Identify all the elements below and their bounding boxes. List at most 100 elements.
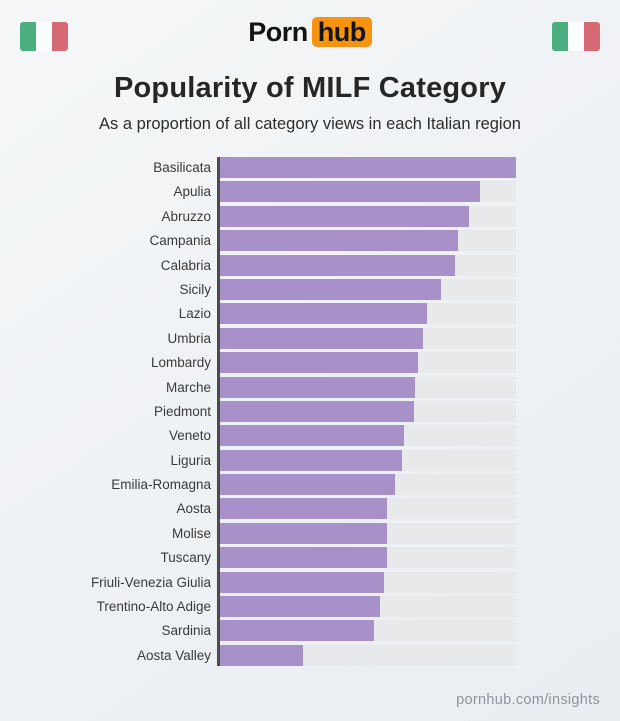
chart-row: Piedmont <box>20 400 516 422</box>
chart-row: Aosta <box>20 498 516 520</box>
bar-track <box>220 620 516 642</box>
bar-label: Veneto <box>168 428 211 444</box>
bar <box>220 278 441 300</box>
chart-row: Lombardy <box>20 352 516 374</box>
bar-label: Basilicata <box>153 160 211 175</box>
page-subtitle: As a proportion of all category views in… <box>99 115 521 133</box>
bar <box>220 474 395 496</box>
bar-track <box>220 449 516 471</box>
chart-row: Calabria <box>20 254 516 276</box>
bar-track <box>220 498 516 520</box>
bar-track <box>220 596 516 618</box>
bar <box>220 303 428 325</box>
bar-label: Trentino-Alto Adige <box>96 599 211 615</box>
chart-row: Molise <box>20 522 516 544</box>
bar <box>220 547 388 569</box>
chart-row: Trentino-Alto Adige <box>20 596 516 618</box>
italy-flag <box>552 22 600 51</box>
bar <box>220 522 388 544</box>
chart-row: Marche <box>20 376 516 398</box>
bar <box>220 571 385 593</box>
bar-label: Umbria <box>167 330 211 346</box>
page-title: Popularity of MILF Category <box>113 72 507 104</box>
chart-row: Abruzzo <box>20 205 516 227</box>
bar-track <box>220 327 516 349</box>
bar <box>220 205 469 227</box>
chart-row: Sicily <box>20 278 516 300</box>
bar-track <box>220 230 516 252</box>
bar <box>220 449 403 471</box>
chart-row: Friuli-Venezia Giulia <box>20 571 516 593</box>
bar-track <box>220 571 516 593</box>
chart-rows: Basilicata Apulia Abruzzo Campania Calabria S… <box>20 157 516 666</box>
flag-white-stripe <box>36 22 52 51</box>
chart-row: Apulia <box>20 181 516 203</box>
bar-track <box>220 400 516 422</box>
bar-label: Aosta Valley <box>136 647 211 663</box>
bar-label: Calabria <box>160 257 211 273</box>
chart-row: Veneto <box>20 425 516 447</box>
bar <box>220 620 374 642</box>
chart-row: Sardinia <box>20 620 516 642</box>
bar-track <box>220 303 516 325</box>
italy-flag <box>20 22 68 51</box>
chart-row: Aosta Valley <box>20 644 516 666</box>
bar-track <box>220 425 516 447</box>
bar-label: Emilia-Romagna <box>111 477 211 493</box>
bar <box>220 644 303 666</box>
bar-track <box>220 547 516 569</box>
bar-label: Abruzzo <box>161 208 211 224</box>
bar <box>220 157 516 178</box>
bar <box>220 352 419 374</box>
bar <box>220 254 456 276</box>
chart-row: Umbria <box>20 327 516 349</box>
bar-label: Molise <box>171 525 211 541</box>
chart-row: Liguria <box>20 449 516 471</box>
bar-label: Lazio <box>178 306 211 322</box>
bar-label: Sicily <box>179 281 211 297</box>
flag-red-stripe <box>52 22 68 51</box>
bar-track <box>220 278 516 300</box>
bar-track <box>220 352 516 374</box>
bar-track <box>220 157 516 178</box>
chart-row: Tuscany <box>20 547 516 569</box>
bar <box>220 376 416 398</box>
bar-label: Tuscany <box>160 550 211 566</box>
bar-track <box>220 376 516 398</box>
logo-text-hub: hub <box>311 17 372 47</box>
flag-green-stripe <box>552 22 568 51</box>
bar-track <box>220 205 516 227</box>
bar <box>220 400 414 422</box>
flag-white-stripe <box>568 22 584 51</box>
chart-row: Basilicata <box>20 157 516 178</box>
bar-chart: Basilicata Apulia Abruzzo Campania Calabria S… <box>20 157 516 666</box>
bar-label: Aosta <box>176 501 211 517</box>
flag-green-stripe <box>20 22 36 51</box>
chart-row: Emilia-Romagna <box>20 474 516 496</box>
bar <box>220 425 404 447</box>
bar-label: Apulia <box>173 184 211 200</box>
footer-url: pornhub.com/insights <box>456 692 600 708</box>
y-axis-line <box>217 157 220 666</box>
bar-track <box>220 181 516 203</box>
bar-track <box>220 522 516 544</box>
bar <box>220 596 380 618</box>
bar-track <box>220 644 516 666</box>
bar-label: Liguria <box>170 452 211 468</box>
bar <box>220 327 423 349</box>
chart-row: Campania <box>20 230 516 252</box>
bar-label: Campania <box>149 233 211 249</box>
bar <box>220 181 481 203</box>
bar <box>220 230 459 252</box>
pornhub-logo: Porn hub <box>0 0 620 47</box>
logo-text-porn: Porn <box>248 17 308 47</box>
bar-label: Marche <box>165 379 211 395</box>
chart-row: Lazio <box>20 303 516 325</box>
bar-label: Lombardy <box>150 355 211 371</box>
bar <box>220 498 388 520</box>
bar-track <box>220 474 516 496</box>
bar-label: Sardinia <box>161 623 211 639</box>
bar-label: Friuli-Venezia Giulia <box>90 574 211 590</box>
bar-track <box>220 254 516 276</box>
flag-red-stripe <box>584 22 600 51</box>
